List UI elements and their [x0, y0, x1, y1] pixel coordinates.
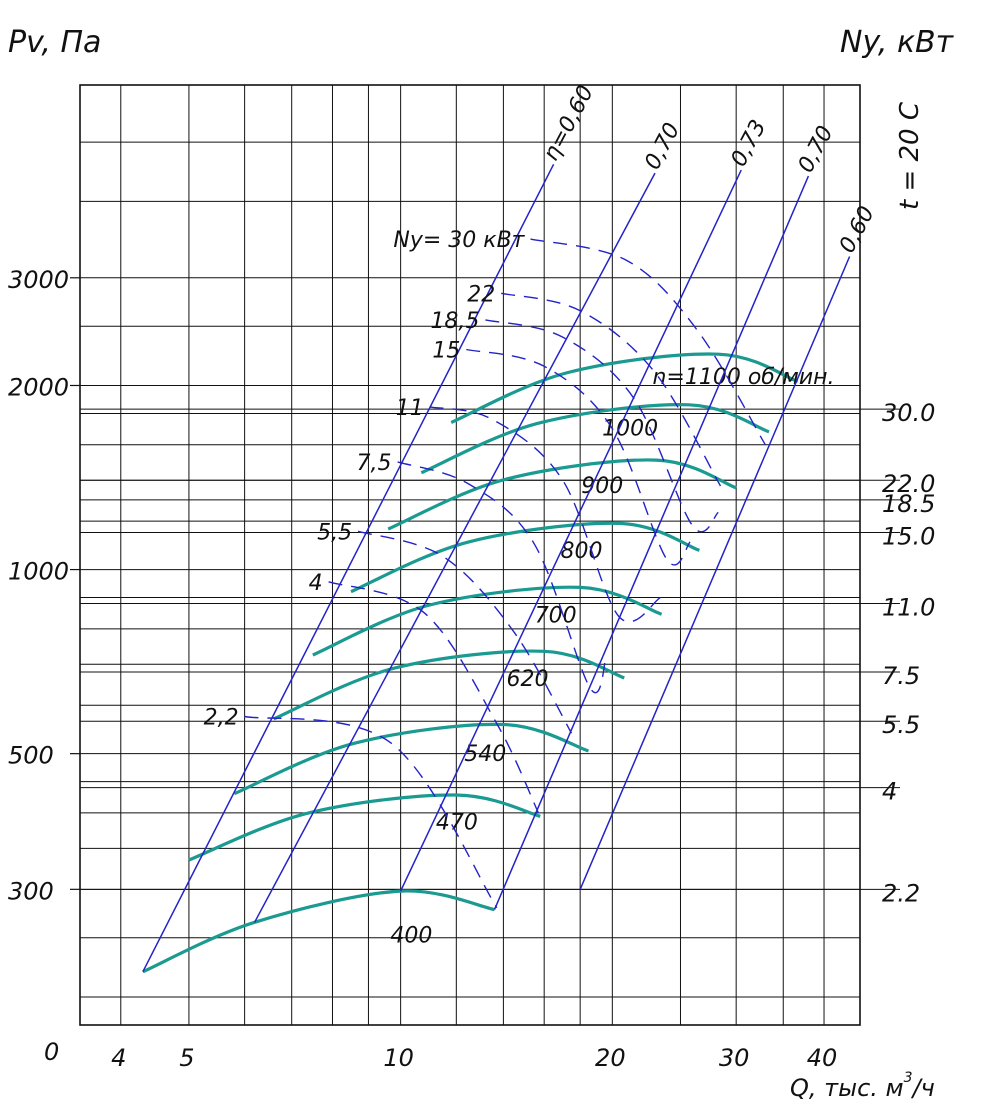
- efficiency-line: [253, 172, 656, 923]
- x-axis-title-sup: 3: [904, 1070, 913, 1086]
- power-line-label: 11: [396, 396, 424, 421]
- power-line: [397, 461, 607, 694]
- y-left-tick-label: 3000: [8, 266, 69, 294]
- speed-curve: [233, 722, 590, 796]
- x-axis-title-main: Q, тыс. м: [790, 1074, 904, 1102]
- y-right-axis-title: Ny, кВт: [840, 25, 955, 60]
- efficiency-label: 0,60: [835, 202, 880, 257]
- power-line-label: 7,5: [357, 451, 392, 476]
- y-left-tick-label: 300: [8, 877, 54, 905]
- power-line-label: Ny= 30 кВт: [393, 228, 525, 253]
- efficiency-line: [399, 169, 742, 892]
- plot-frame: [79, 84, 861, 1026]
- x-axis-title-tail: /ч: [911, 1074, 935, 1102]
- y-left-tick-label: 500: [8, 742, 54, 770]
- y-right-power-label: 4: [882, 778, 897, 806]
- power-line: [328, 581, 540, 814]
- speed-curve: [387, 458, 737, 531]
- speed-curve: [350, 521, 700, 594]
- efficiency-label: 0,70: [794, 122, 839, 177]
- y-right-power-label: 18.5: [882, 490, 935, 518]
- speed-curve-label: 470: [436, 811, 478, 836]
- power-line: [244, 715, 498, 909]
- x-axis-title: Q, тыс. м3/ч: [790, 1070, 935, 1102]
- y-left-tick-label: 1000: [8, 558, 69, 586]
- x-tick-label: 40: [807, 1044, 838, 1072]
- x-tick-label: 5: [179, 1044, 194, 1072]
- power-line-label: 18,5: [430, 309, 479, 334]
- efficiency-label: 0,70: [640, 119, 685, 174]
- power-line: [530, 238, 766, 446]
- efficiency-lines: η=0,60 0,70 0,73 0,70 0,60: [142, 82, 880, 973]
- chart-labels: Pv, Па Ny, кВт t = 20 С 0 Q, тыс. м3/ч: [8, 25, 955, 1102]
- speed-curve-label: 800: [561, 539, 603, 564]
- efficiency-label: 0,73: [726, 116, 771, 171]
- power-line: [485, 319, 719, 533]
- power-line-label: 22: [467, 282, 495, 307]
- y-right-power-label: 2.2: [882, 879, 920, 907]
- x-tick-label: 30: [719, 1044, 750, 1072]
- speed-curve-label: 620: [506, 667, 548, 692]
- power-lines: 2,2 4 5,5 7,5 11 15 18,522 Ny= 30 кВт: [204, 228, 766, 909]
- power-line: [501, 292, 722, 487]
- power-line-label: 4: [309, 571, 323, 596]
- power-line-label: 15: [432, 339, 460, 364]
- speed-curve: [142, 889, 495, 974]
- power-line: [357, 530, 573, 734]
- power-line-label: 5,5: [317, 520, 352, 545]
- speed-curve: [420, 403, 770, 475]
- tick-labels: 4 5 10 20 30 4030050010002000300030.022.018.5…: [8, 266, 935, 1072]
- temperature-label: t = 20 С: [895, 101, 925, 210]
- y-right-power-label: 22.0: [882, 470, 935, 498]
- origin-label: 0: [44, 1038, 59, 1066]
- y-right-power-label: 15.0: [882, 522, 935, 550]
- y-right-power-label: 7.5: [882, 662, 920, 690]
- efficiency-line: [142, 163, 555, 973]
- y-left-tick-label: 2000: [8, 373, 69, 401]
- efficiency-line: [579, 256, 851, 890]
- efficiency-label: η=0,60: [539, 82, 599, 166]
- y-right-power-label: 11.0: [882, 594, 935, 622]
- y-right-power-label: 5.5: [882, 711, 920, 739]
- speed-curve-label: 1000: [602, 417, 658, 442]
- x-tick-label: 20: [595, 1044, 626, 1072]
- power-line: [429, 406, 661, 623]
- x-tick-label: 10: [383, 1044, 414, 1072]
- power-line-label: 2,2: [204, 706, 239, 731]
- speed-curve: [188, 793, 541, 862]
- speed-curve-label: n=1100 об/мин.: [652, 365, 834, 390]
- chart-grid: [70, 84, 900, 1026]
- speed-curve-label: 700: [535, 604, 577, 629]
- x-tick-label: 4: [111, 1044, 126, 1072]
- y-right-power-label: 30.0: [882, 399, 935, 427]
- efficiency-line: [493, 175, 810, 910]
- speed-curve: [450, 352, 799, 424]
- y-left-axis-title: Pv, Па: [8, 25, 101, 60]
- speed-curve-label: 400: [390, 923, 432, 948]
- speed-curve-label: 540: [464, 742, 506, 767]
- power-line: [466, 348, 691, 566]
- speed-curve: [273, 649, 625, 721]
- speed-curve: [312, 585, 663, 657]
